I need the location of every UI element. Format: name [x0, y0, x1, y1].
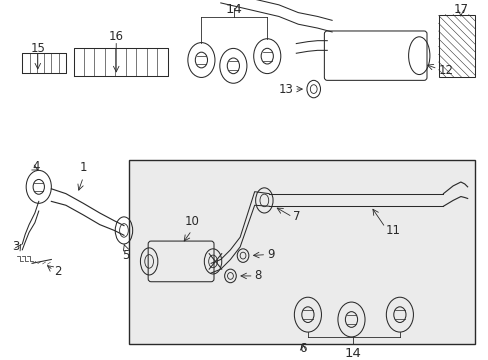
Text: 17: 17 — [452, 3, 468, 16]
Bar — [438, 14, 474, 77]
Text: 2: 2 — [54, 265, 61, 278]
Text: 6: 6 — [299, 342, 306, 355]
Text: 4: 4 — [32, 160, 40, 173]
Text: 10: 10 — [184, 215, 199, 228]
Text: 9: 9 — [267, 248, 274, 261]
Text: 7: 7 — [293, 210, 300, 223]
Text: 15: 15 — [30, 42, 45, 55]
Text: 16: 16 — [108, 30, 123, 43]
Text: 8: 8 — [254, 269, 262, 283]
Text: 5: 5 — [122, 249, 129, 262]
Text: 12: 12 — [438, 64, 453, 77]
Text: 11: 11 — [385, 224, 400, 237]
Text: 13: 13 — [278, 82, 293, 95]
Text: 3: 3 — [13, 240, 20, 253]
Bar — [128, 160, 474, 344]
Text: 1: 1 — [80, 161, 87, 174]
Text: 14: 14 — [225, 3, 242, 16]
Text: 14: 14 — [344, 347, 361, 360]
